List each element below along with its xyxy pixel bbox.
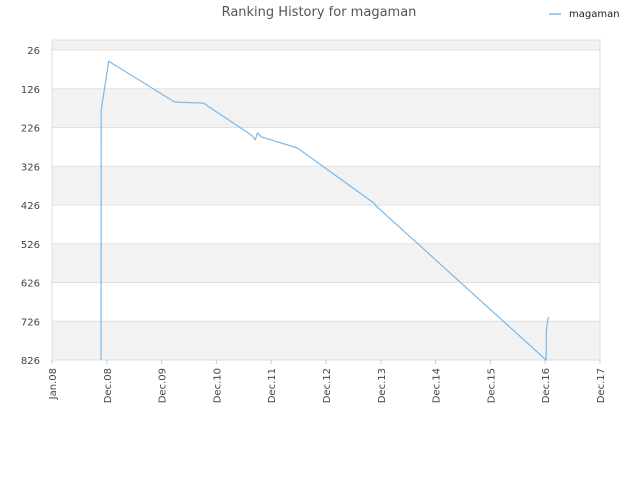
plot-band [52,166,600,205]
chart-title: Ranking History for magaman [222,5,417,20]
y-tick-label: 126 [21,85,40,96]
series-line [100,60,550,361]
plot-band [52,88,600,128]
x-tick-label: Dec.13 [377,368,388,403]
x-tick-label: Dec.09 [158,368,169,403]
y-tick-label: 326 [21,162,40,173]
x-tick-label: Dec.08 [103,368,114,403]
x-tick-label: Dec.15 [486,368,497,403]
y-tick-label: 726 [21,317,40,328]
x-tick-label: Dec.14 [432,368,443,403]
y-tick-label: 226 [21,124,40,135]
series-group [100,60,550,361]
x-tick-label: Jan.08 [48,368,59,400]
x-axis-ticks: Jan.08 Dec.08 Dec.09 Dec.10 Dec.11 Dec.12 Dec.… [48,360,607,403]
y-tick-label: 626 [21,279,40,290]
y-tick-label: 826 [21,356,40,367]
x-tick-label: Dec.16 [541,368,552,403]
legend-label[interactable]: magaman [569,9,620,20]
legend: magaman [549,9,620,20]
y-tick-label: 526 [21,240,40,251]
x-tick-label: Dec.12 [322,368,333,403]
x-tick-label: Dec.11 [267,368,278,403]
y-axis-ticks: 26 126 226 326 426 526 626 726 826 [21,46,40,367]
plot-band [52,321,600,360]
x-tick-label: Dec.10 [212,368,223,403]
x-tick-label: Dec.17 [596,368,607,403]
plot-bands [52,40,600,360]
plot-band [52,243,600,283]
y-tick-label: 26 [27,46,40,57]
plot-band [52,40,600,50]
y-tick-label: 426 [21,201,40,212]
